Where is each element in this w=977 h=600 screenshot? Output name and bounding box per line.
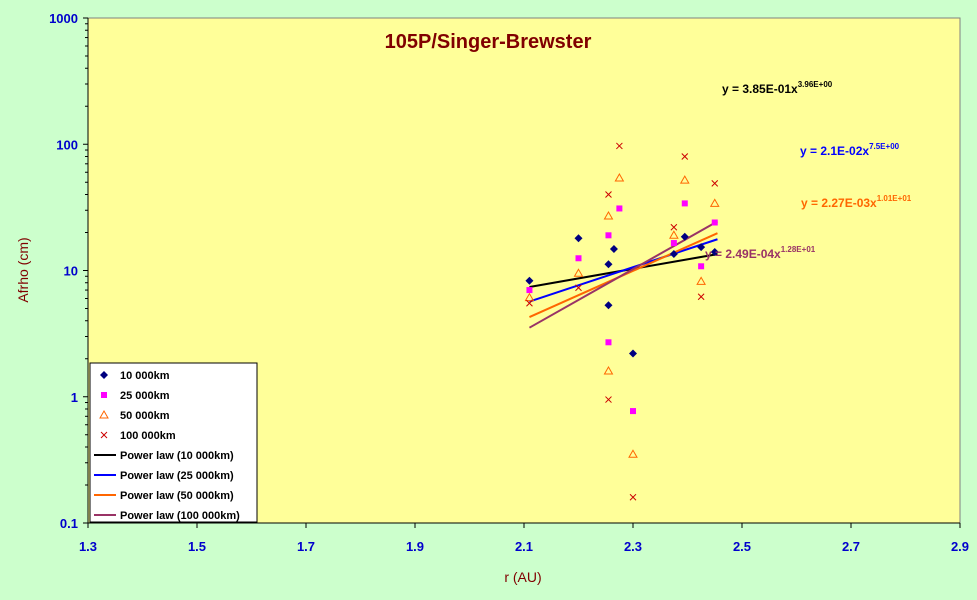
data-point-series-1 [697, 243, 706, 252]
axes: 1.3 1.5 1.7 1.9 2.1 2.3 2.5 2.7 2.9 0.1 1 10 100 1000 [49, 11, 969, 554]
x-marker-stroke [605, 191, 612, 198]
x-tick-label: 2.3 [624, 539, 642, 554]
x-marker-stroke [616, 142, 623, 150]
equation-exponent: 7.5E+00 [869, 142, 900, 151]
legend: 10 000km 25 000km 50 000km 100 000km Power l… [89, 362, 258, 523]
data-point-series-2 [575, 255, 582, 262]
data-point-series-2 [711, 219, 718, 226]
data-point-series-2 [526, 287, 533, 294]
data-point-series-4 [616, 142, 623, 150]
trendline-equation-2: y = 2.1E-02x7.5E+00 [800, 142, 900, 158]
data-point-series-4 [605, 191, 612, 198]
legend-label: Power law (25 000km) [120, 470, 234, 482]
data-point-series-1 [609, 245, 618, 254]
x-marker-stroke [697, 293, 705, 301]
data-point-series-4 [526, 299, 533, 307]
trendline-equation-3: y = 2.27E-03x1.01E+01 [801, 194, 912, 210]
legend-label: Power law (50 000km) [120, 490, 234, 502]
y-tick-label: 1 [71, 390, 78, 405]
legend-label: Power law (10 000km) [120, 450, 234, 462]
y-tick-label: 0.1 [60, 516, 78, 531]
data-point-series-3 [669, 230, 679, 239]
data-point-series-1 [710, 248, 719, 257]
x-marker-stroke [100, 431, 108, 439]
data-point-series-1 [669, 250, 678, 259]
x-tick-label: 2.5 [733, 539, 751, 554]
legend-label: 10 000km [120, 370, 170, 382]
data-point-series-3 [614, 173, 625, 182]
x-marker-stroke [526, 299, 533, 307]
x-tick-label: 1.9 [406, 539, 424, 554]
data-point-series-4 [697, 293, 705, 301]
data-point-series-3 [603, 365, 614, 375]
y-tick-label: 10 [64, 264, 78, 279]
data-point-series-4 [575, 284, 582, 292]
equation-exponent: 1.01E+01 [877, 194, 912, 203]
trendline-equation-4: y = 2.49E-04x1.28E+01 [705, 245, 816, 261]
data-points [524, 142, 720, 501]
equation-exponent: 3.96E+00 [798, 80, 833, 89]
data-point-series-1 [604, 301, 613, 310]
data-point-series-1 [629, 349, 637, 358]
data-point-series-2 [681, 200, 688, 207]
legend-label: 25 000km [120, 390, 170, 402]
data-point-series-1 [574, 234, 583, 243]
equation-text: y = 3.85E-01x [722, 82, 798, 96]
y-axis-label: Afrho (cm) [15, 237, 31, 302]
data-point-series-2 [670, 240, 677, 247]
legend-label: 100 000km [120, 430, 176, 442]
x-axis-label: r (AU) [504, 569, 541, 585]
data-point-series-4 [605, 396, 612, 403]
legend-marker-2 [101, 392, 107, 398]
legend-label: 50 000km [120, 410, 170, 422]
equation-exponent: 1.28E+01 [781, 245, 816, 254]
data-point-series-2 [605, 232, 612, 239]
legend-label: Power law (100 000km) [120, 510, 240, 522]
data-point-series-3 [603, 211, 614, 220]
x-marker-stroke [670, 223, 678, 231]
x-marker-stroke [575, 284, 582, 292]
equation-text: y = 2.1E-02x [800, 144, 869, 158]
equation-text: y = 2.49E-04x [705, 247, 781, 261]
legend-marker-3 [99, 409, 109, 419]
trendline-equation-1: y = 3.85E-01x3.96E+00 [722, 80, 833, 96]
x-marker-stroke [711, 180, 719, 187]
trendline-2 [529, 238, 718, 303]
data-point-series-3 [679, 175, 690, 184]
data-point-series-3 [524, 292, 535, 302]
data-point-series-3 [709, 198, 720, 207]
y-tick-label: 1000 [49, 11, 78, 26]
x-marker-stroke [605, 396, 612, 403]
data-point-series-2 [616, 205, 623, 212]
x-tick-label: 2.9 [951, 539, 969, 554]
data-point-series-2 [630, 408, 636, 415]
data-point-series-3 [573, 268, 584, 277]
legend-marker-1 [100, 371, 108, 379]
data-point-series-2 [698, 263, 705, 270]
data-point-series-1 [525, 276, 534, 285]
data-point-series-4 [711, 180, 719, 187]
chart-title: 105P/Singer-Brewster [385, 31, 592, 53]
data-point-series-4 [681, 153, 689, 160]
x-tick-label: 1.5 [188, 539, 206, 554]
data-point-series-3 [628, 449, 638, 458]
data-point-series-2 [605, 339, 612, 346]
equation-text: y = 2.27E-03x [801, 196, 877, 210]
data-point-series-1 [604, 260, 613, 269]
x-tick-label: 2.7 [842, 539, 860, 554]
data-point-series-4 [629, 493, 637, 501]
data-point-series-1 [680, 232, 689, 241]
data-point-series-3 [696, 276, 706, 285]
x-marker-stroke [681, 153, 689, 160]
data-point-series-4 [670, 223, 678, 231]
x-tick-label: 2.1 [515, 539, 533, 554]
trendline-equations: y = 3.85E-01x3.96E+00 y = 2.1E-02x7.5E+00… [705, 80, 912, 261]
y-tick-label: 100 [56, 137, 78, 152]
x-tick-label: 1.7 [297, 539, 315, 554]
legend-box [89, 362, 258, 523]
legend-marker-4 [100, 431, 108, 439]
x-tick-label: 1.3 [79, 539, 97, 554]
x-marker-stroke [629, 493, 637, 501]
